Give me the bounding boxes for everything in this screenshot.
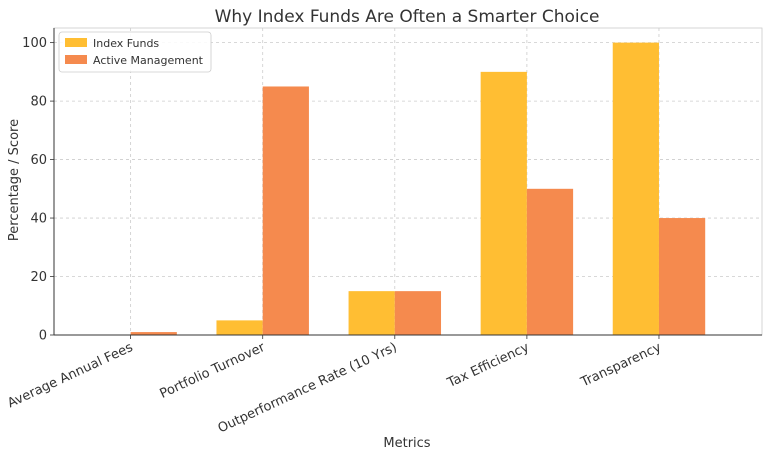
y-tick-label: 80 [30, 95, 47, 110]
y-tick-label: 100 [22, 36, 47, 51]
bar-active-management [394, 291, 442, 335]
x-tick-label: Transparency [578, 340, 664, 391]
x-tick-labels: Average Annual Fees Portfolio TurnoverOut… [5, 340, 664, 437]
y-tick-labels: 0 20 40 60 80 100 [22, 36, 47, 343]
x-axis-label: Metrics [383, 436, 430, 451]
y-axis-label: Percentage / Score [7, 119, 22, 241]
bars [84, 42, 706, 335]
y-tick-label: 20 [30, 270, 47, 285]
legend-box [58, 31, 212, 73]
legend: Index Funds Active Management [58, 31, 212, 73]
bar-index-funds [480, 71, 527, 335]
bar-active-management [130, 332, 177, 335]
legend-swatch [65, 55, 87, 64]
legend-label: Active Management [93, 54, 204, 67]
legend-label: Index Funds [93, 37, 159, 50]
y-tick-label: 40 [30, 212, 47, 227]
bar-active-management [262, 86, 309, 335]
x-tick-label: Tax Efficiency [444, 340, 531, 391]
bar-index-funds [612, 42, 659, 335]
x-tick-label: Average Annual Fees [5, 340, 135, 411]
x-tick-label: Portfolio Turnover [158, 340, 268, 402]
legend-swatch [65, 38, 87, 47]
bar-index-funds [348, 291, 395, 335]
axes [50, 27, 763, 339]
y-tick-label: 60 [30, 153, 47, 168]
y-tick-label: 0 [39, 329, 47, 344]
bar-active-management [526, 188, 574, 335]
bar-index-funds [216, 320, 263, 335]
chart-title: Why Index Funds Are Often a Smarter Choi… [215, 7, 600, 27]
bar-active-management [658, 218, 706, 335]
